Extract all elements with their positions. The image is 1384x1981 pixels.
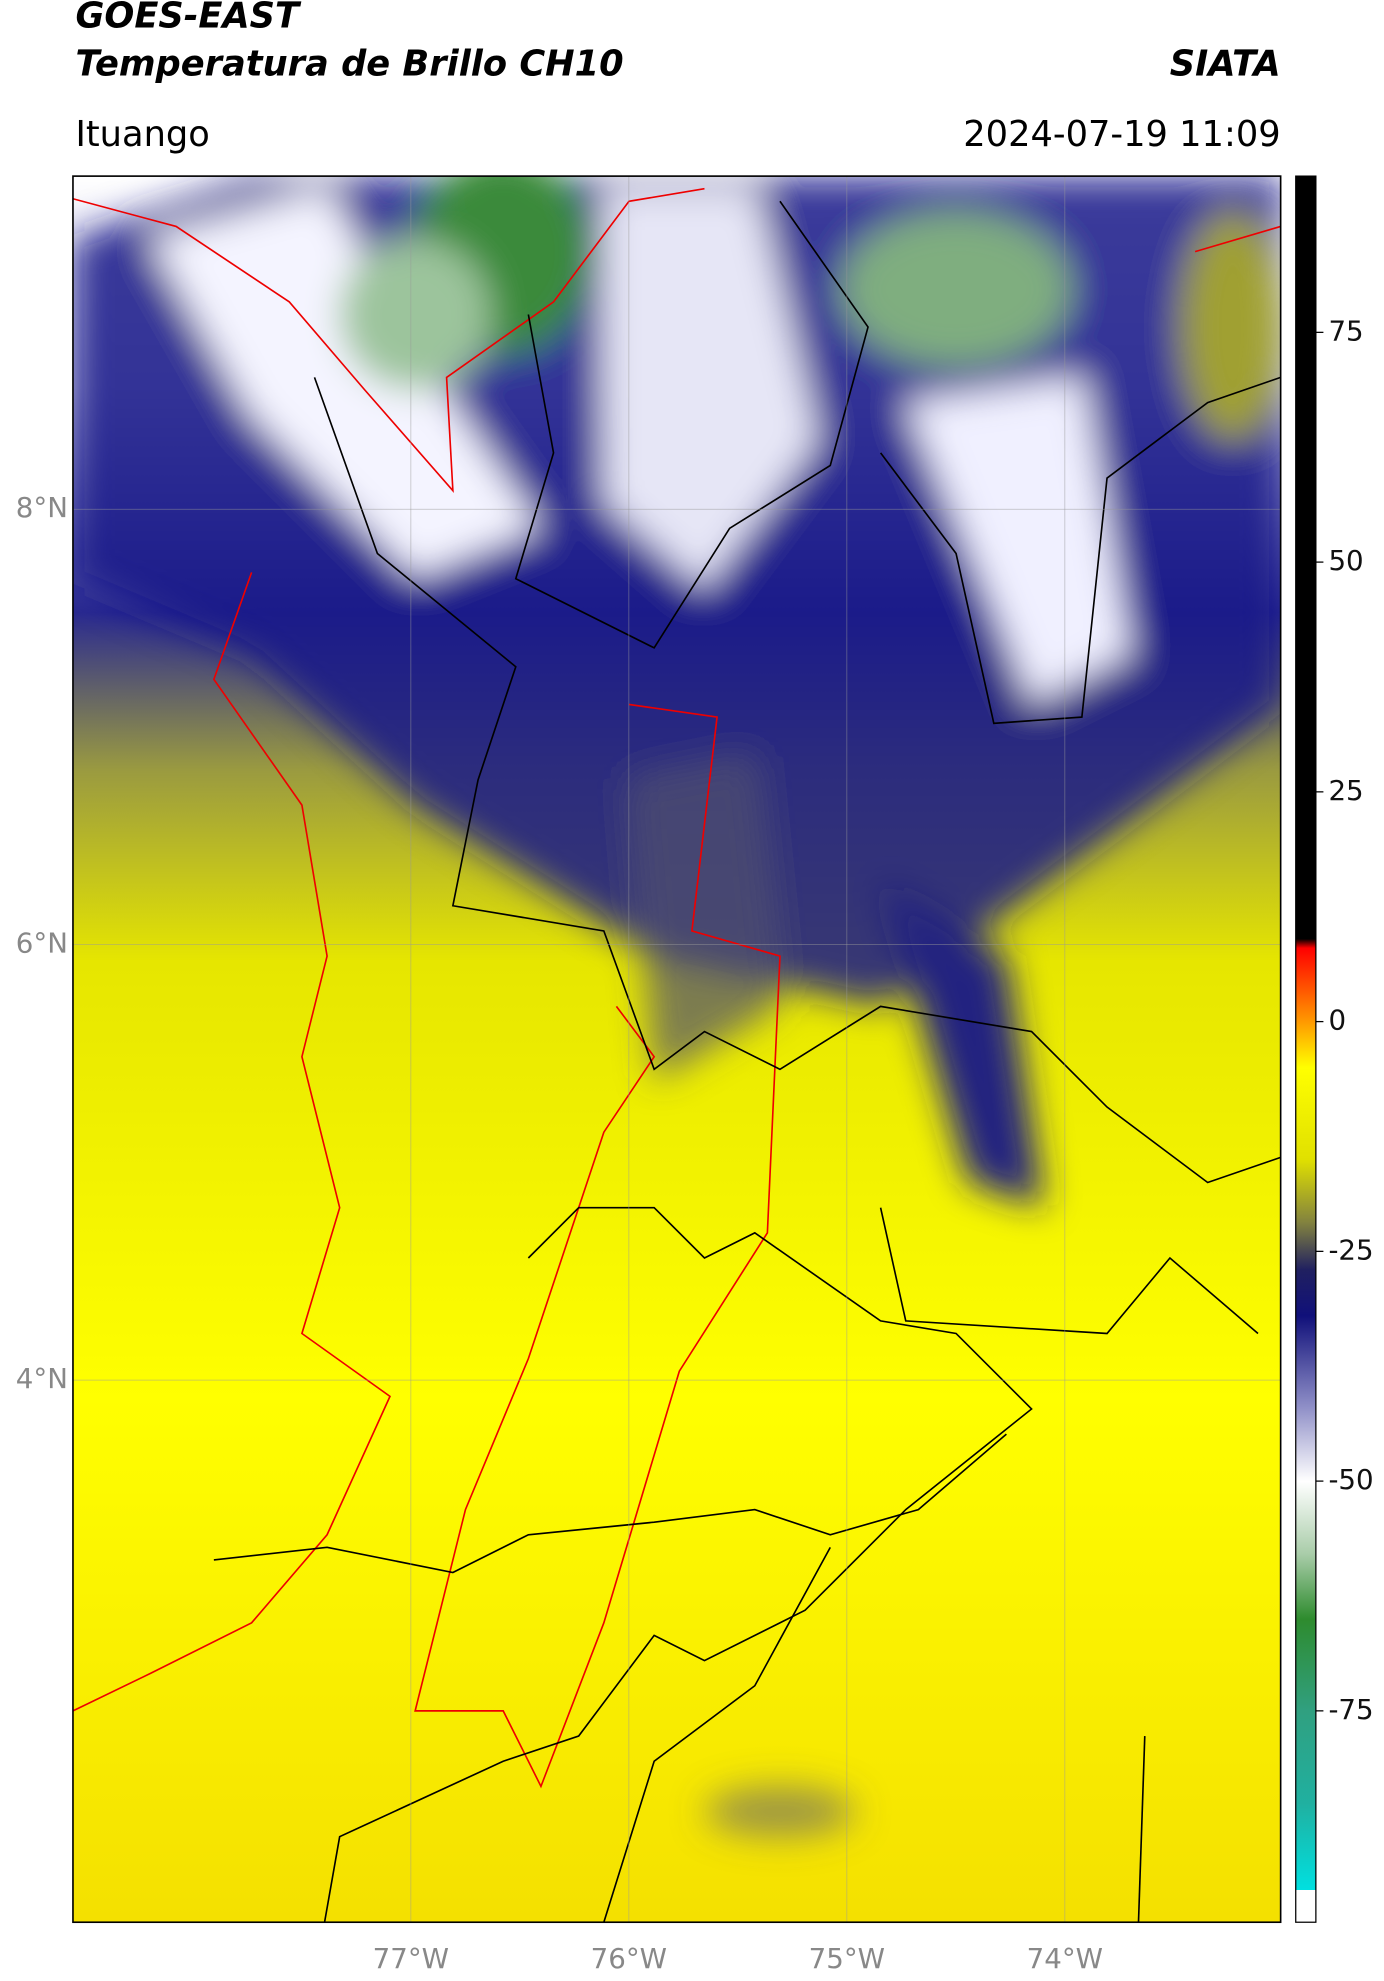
subtitle: Temperatura de Brillo CH10 xyxy=(75,43,623,84)
colorbar-tick-label: 25 xyxy=(1328,774,1363,807)
x-tick-label: 75°W xyxy=(809,1942,885,1975)
map xyxy=(72,176,1281,1923)
x-tick-label: 74°W xyxy=(1027,1942,1103,1975)
x-tick-label: 77°W xyxy=(373,1942,449,1975)
colorbar-tick-label: 75 xyxy=(1328,314,1363,347)
y-tick-label: 6°N xyxy=(16,927,68,960)
title: GOES-EAST xyxy=(75,0,302,37)
chart: GOES-EAST Temperatura de Brillo CH10 SIA… xyxy=(16,0,1374,1975)
y-tick-label: 4°N xyxy=(16,1362,68,1395)
y-tick-label: 8°N xyxy=(16,491,68,524)
location: Ituango xyxy=(75,114,209,155)
colorbar-tick-label: 50 xyxy=(1328,544,1363,577)
grid xyxy=(72,176,1281,1923)
colorbar-tick-label: -50 xyxy=(1328,1463,1373,1496)
map-frame xyxy=(72,175,1282,1924)
colorbar-tick-label: 0 xyxy=(1328,1004,1346,1037)
x-tick-label: 76°W xyxy=(591,1942,667,1975)
source: SIATA xyxy=(1170,43,1281,84)
colorbar-tick-label: -75 xyxy=(1328,1693,1373,1726)
colorbar-tick-label: -25 xyxy=(1328,1233,1373,1266)
colorbar xyxy=(1295,175,1317,1923)
datetime: 2024-07-19 11:09 xyxy=(963,114,1280,155)
